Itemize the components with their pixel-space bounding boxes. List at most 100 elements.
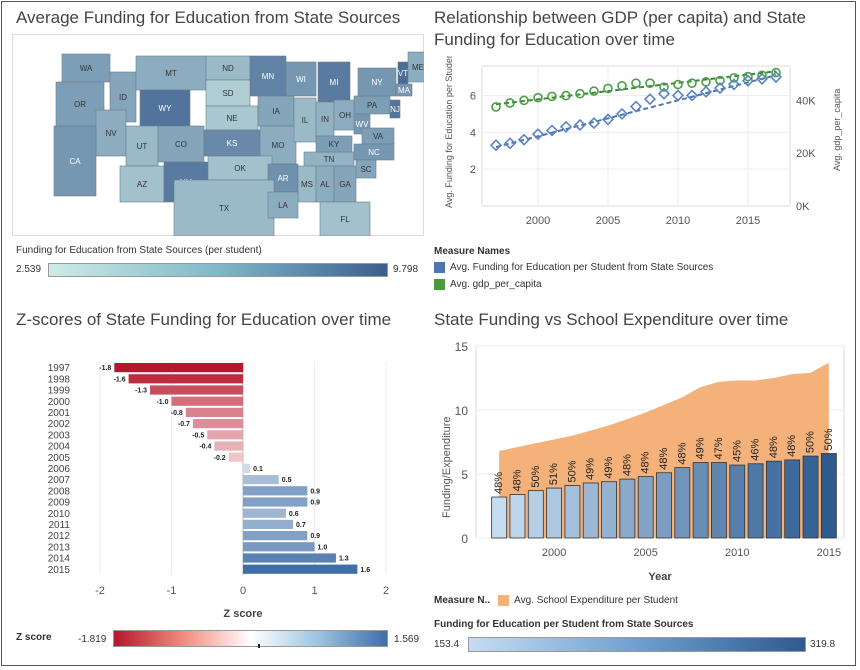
gdp-point[interactable] [519, 95, 529, 106]
zscore-bar[interactable] [243, 463, 251, 473]
funding-bar[interactable] [564, 485, 581, 539]
state-la[interactable] [267, 191, 299, 219]
zscore-bar[interactable] [243, 497, 308, 507]
state-mn[interactable] [249, 55, 287, 97]
state-ia[interactable] [257, 95, 295, 127]
gdp-point[interactable] [589, 86, 599, 96]
funding-point[interactable] [741, 74, 755, 87]
funding-point[interactable] [629, 100, 643, 113]
us-map[interactable]: WA OR ID MT ND MN WI MI SD WY NE IA NV UT CO KS MO IL IN OH… [12, 34, 424, 236]
funding-bar[interactable] [802, 455, 819, 539]
gdp-point[interactable] [687, 78, 697, 88]
state-ky[interactable] [315, 135, 353, 153]
gdp-point[interactable] [575, 88, 585, 99]
funding-bar[interactable] [509, 494, 526, 539]
gdp-legend-item-gdp[interactable]: Avg. gdp_per_capita [434, 279, 542, 290]
zscore-legend-gradient[interactable] [113, 630, 388, 647]
state-ca[interactable] [53, 125, 97, 197]
funding-point[interactable] [657, 87, 671, 100]
state-sc[interactable] [355, 159, 377, 179]
gdp-point[interactable] [673, 79, 683, 90]
funding-point[interactable] [531, 128, 545, 141]
funding-bar[interactable] [820, 453, 837, 539]
state-nd[interactable] [205, 55, 251, 81]
gdp-point[interactable] [631, 78, 641, 88]
zscore-bar[interactable] [214, 441, 243, 451]
gdp-point[interactable] [771, 67, 781, 78]
state-wi[interactable] [285, 61, 317, 97]
state-tx[interactable] [173, 179, 275, 236]
zscore-bar[interactable] [192, 419, 243, 429]
funding-bar[interactable] [491, 496, 508, 539]
exp-legend[interactable]: Measure N.. Avg. School Expenditure per … [434, 595, 678, 606]
funding-bar[interactable] [527, 490, 544, 539]
zscore-bar[interactable] [228, 452, 243, 462]
gdp-funding-chart[interactable]: 2 4 6 0K 20K 40K 2000 2005 2010 2015 Avg. Funding … [432, 56, 850, 241]
funding-expenditure-chart[interactable]: 0 5 10 15 48% 48% 50% 51% 50% 49% 49% 48% 48% 48% 48% 4… [432, 336, 850, 588]
gdp-point[interactable] [561, 90, 571, 101]
expenditure-area[interactable] [499, 362, 829, 538]
funding-bar[interactable] [656, 472, 672, 539]
funding-point[interactable] [685, 89, 699, 102]
funding-point[interactable] [573, 118, 587, 132]
funding-bar[interactable] [674, 467, 691, 539]
state-ny[interactable] [357, 67, 397, 97]
zscore-chart[interactable]: -2 -1 0 1 2 Z score 1997 -1.8 1998 -1.6 1999 -1.3 20… [12, 356, 422, 618]
state-mi[interactable] [317, 61, 351, 103]
funding-point[interactable] [587, 117, 601, 130]
funding-bar[interactable] [765, 460, 782, 539]
zscore-bar[interactable] [243, 542, 315, 552]
funding-point[interactable] [615, 107, 629, 120]
funding-point[interactable] [601, 113, 615, 126]
funding-point[interactable] [713, 82, 727, 95]
funding-point[interactable] [559, 120, 573, 133]
funding-point[interactable] [699, 85, 713, 98]
funding-bar[interactable] [582, 482, 599, 539]
gdp-point[interactable] [603, 83, 613, 94]
gdp-point[interactable] [533, 92, 543, 103]
gdp-point[interactable] [547, 91, 557, 102]
state-wa[interactable] [61, 53, 111, 83]
map-legend-gradient[interactable] [48, 263, 388, 277]
funding-point[interactable] [643, 93, 657, 106]
funding-bar[interactable] [546, 487, 563, 539]
funding-bar[interactable] [601, 481, 617, 539]
funding-bar[interactable] [692, 462, 709, 539]
state-ne[interactable] [205, 105, 259, 131]
funding-point[interactable] [545, 124, 559, 137]
funding-point[interactable] [769, 70, 783, 84]
funding-point[interactable] [755, 72, 769, 85]
state-me[interactable] [407, 51, 424, 83]
gdp-point[interactable] [757, 70, 767, 81]
funding-bar[interactable] [784, 459, 801, 539]
zscore-bar[interactable] [243, 531, 308, 541]
gdp-point[interactable] [491, 102, 501, 112]
gdp-point[interactable] [617, 81, 627, 91]
state-ut[interactable] [125, 125, 159, 167]
zscore-bar[interactable] [243, 475, 279, 485]
zscore-bar[interactable] [207, 430, 243, 440]
state-ks[interactable] [203, 129, 261, 157]
state-ma[interactable] [395, 83, 413, 97]
funding-point[interactable] [517, 133, 531, 146]
funding-point[interactable] [503, 137, 517, 150]
state-fl[interactable] [319, 201, 371, 236]
funding-point[interactable] [727, 78, 741, 91]
state-nj[interactable] [389, 99, 401, 119]
zscore-bar[interactable] [150, 385, 243, 395]
state-wy[interactable] [139, 89, 191, 127]
funding-point[interactable] [671, 89, 685, 102]
gdp-legend-item-funding[interactable]: Avg. Funding for Education per Student f… [434, 262, 713, 273]
gdp-point[interactable] [659, 82, 669, 92]
funding-point[interactable] [489, 139, 503, 152]
zscore-bar[interactable] [243, 564, 358, 574]
funding-bar[interactable] [711, 462, 727, 539]
exp-funding-legend-gradient[interactable] [468, 637, 806, 652]
gdp-point[interactable] [743, 71, 753, 82]
zscore-bar[interactable] [243, 519, 294, 529]
state-sd[interactable] [205, 79, 251, 107]
zscore-bar[interactable] [171, 396, 244, 406]
funding-bar[interactable] [729, 464, 746, 539]
zscore-bar[interactable] [243, 553, 336, 563]
gdp-point[interactable] [715, 75, 725, 86]
